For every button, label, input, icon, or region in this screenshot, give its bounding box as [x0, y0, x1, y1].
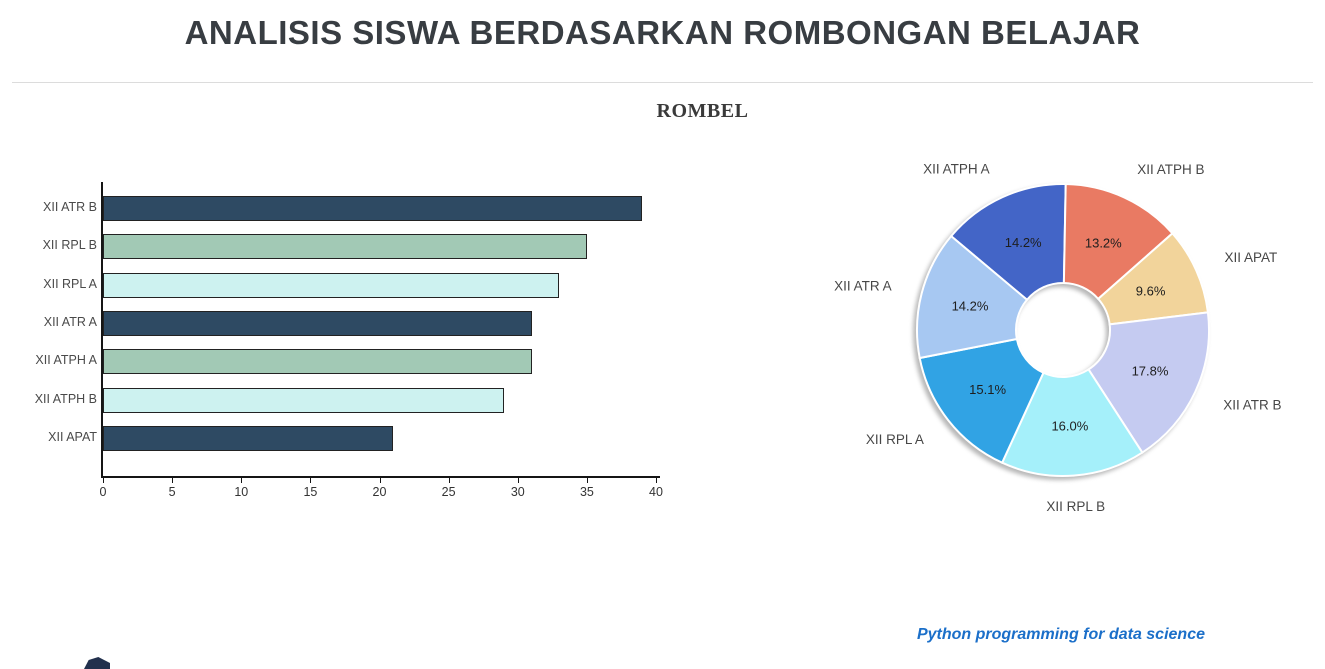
pie-slice-xii-rpl-b [1000, 368, 1144, 477]
x-tick-0 [103, 478, 104, 483]
pie-pct-xii-atr-a: 14.2% [952, 299, 989, 314]
watermark-fragment [84, 657, 110, 669]
x-tick-25 [448, 478, 450, 483]
pie-label-xii-atph-b: XII ATPH B [1137, 162, 1204, 177]
bar-category-xii-apat: XII APAT [48, 429, 97, 444]
pie-slice-xii-atr-a [916, 234, 1029, 360]
bar-xii-apat [103, 425, 394, 451]
bar-plot-area [101, 182, 660, 478]
pie-slice-xii-rpl-a [918, 337, 1045, 465]
x-tick-label-10: 10 [234, 485, 249, 499]
x-tick-10 [241, 478, 243, 483]
bar-category-xii-rpl-a: XII RPL A [43, 276, 97, 291]
x-tick-15 [310, 478, 312, 483]
pie-pct-xii-atr-b: 17.8% [1132, 363, 1169, 378]
bar-xii-atph-b [103, 387, 504, 413]
pie-label-xii-apat: XII APAT [1225, 250, 1278, 265]
x-tick-35 [586, 478, 588, 483]
pie-donut-chart: 14.2% XII ATPH A 13.2% XII ATPH B 9.6% XII AP… [834, 162, 1281, 515]
x-tick-label-5: 5 [168, 485, 176, 499]
bar-xii-rpl-a [103, 272, 560, 298]
pie-label-xii-atr-b: XII ATR B [1223, 398, 1281, 413]
bar-xii-atph-a [103, 349, 532, 375]
pie-label-xii-atph-a: XII ATPH A [923, 162, 990, 177]
bar-category-xii-atph-b: XII ATPH B [34, 391, 97, 406]
bar-category-xii-atr-b: XII ATR B [43, 200, 97, 214]
x-tick-40 [656, 478, 657, 483]
bar-category-xii-atph-a: XII ATPH A [35, 353, 97, 368]
bar-xii-atr-b [103, 196, 643, 221]
bar-category-xii-atr-a: XII ATR A [43, 314, 97, 329]
pie-texts-group: 14.2% XII ATPH A 13.2% XII ATPH B 9.6% XII AP… [834, 162, 1281, 515]
chart-group-title: ROMBEL [656, 100, 749, 122]
pie-slice-xii-atr-b [1087, 311, 1210, 454]
x-tick-5 [172, 478, 174, 483]
x-tick-label-35: 35 [579, 485, 594, 499]
x-tick-label-0: 0 [99, 485, 107, 499]
x-tick-label-40: 40 [649, 485, 663, 499]
x-tick-label-15: 15 [303, 485, 318, 499]
x-tick-label-30: 30 [510, 485, 525, 499]
pie-pct-xii-rpl-a: 15.1% [969, 382, 1006, 397]
page-title: ANALISIS SISWA BERDASARKAN ROMBONGAN BEL… [184, 14, 1141, 51]
x-tick-label-25: 25 [441, 485, 456, 499]
pie-slice-xii-atph-b [1062, 183, 1174, 301]
bar-chart: XII ATR B XII RPL B XII RPL A XII ATR A XII … [0, 0, 780, 540]
title-divider [12, 82, 1313, 83]
x-tick-30 [517, 478, 519, 483]
pie-pct-xii-rpl-b: 16.0% [1051, 418, 1088, 433]
pie-pct-xii-atph-a: 14.2% [1005, 235, 1042, 250]
pie-slices-group [916, 183, 1210, 477]
footer-credit: Python programming for data science [916, 626, 1205, 643]
x-tick-label-20: 20 [372, 485, 387, 499]
pie-pct-xii-apat: 9.6% [1136, 283, 1166, 298]
bar-category-xii-rpl-b: XII RPL B [42, 238, 97, 253]
pie-slice-xii-atph-a [949, 183, 1067, 302]
pie-label-xii-rpl-b: XII RPL B [1046, 499, 1105, 514]
x-tick-20 [379, 478, 381, 483]
pie-label-xii-atr-a: XII ATR A [834, 279, 892, 294]
bar-xii-atr-a [103, 310, 532, 336]
bar-xii-rpl-b [103, 234, 587, 260]
pie-label-xii-rpl-a: XII RPL A [866, 432, 924, 447]
pie-pct-xii-atph-b: 13.2% [1085, 235, 1122, 250]
